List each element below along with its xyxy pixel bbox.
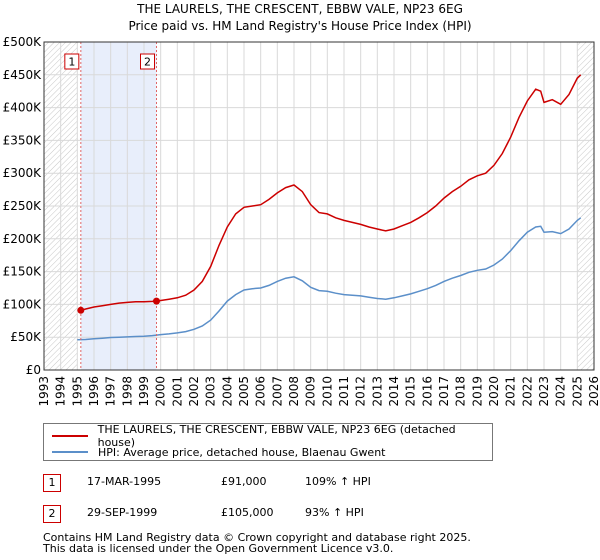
x-tick-label: 1997 — [104, 376, 118, 407]
sale-marker-label: 2 — [144, 56, 151, 69]
legend-swatch-hpi — [52, 451, 88, 453]
x-tick-label: 2015 — [404, 376, 418, 407]
x-tick-label: 2018 — [454, 376, 468, 407]
x-tick-label: 2022 — [520, 376, 534, 407]
x-tick-label: 1994 — [54, 376, 68, 407]
x-tick-label: 2005 — [237, 376, 251, 407]
axes: £0 £50K £100K £150K £200K £250K £300K £350K £400… — [3, 35, 600, 407]
price-chart: THE LAURELS, THE CRESCENT, EBBW VALE, NP… — [3, 2, 600, 407]
sale-marker-box — [64, 53, 80, 70]
x-tick-label: 2023 — [537, 376, 551, 407]
sale-marker-box — [140, 53, 155, 70]
footer: Contains HM Land Registry data © Crown c… — [43, 532, 471, 554]
footer-line-1: Contains HM Land Registry data © Crown c… — [43, 531, 471, 544]
legend-item-hpi: HPI: Average price, detached house, Blae… — [52, 444, 386, 460]
footer-line-2: This data is licensed under the Open Gov… — [43, 542, 394, 555]
x-tick-label: 2017 — [437, 376, 451, 407]
y-tick-label: £450K — [3, 68, 43, 82]
legend: THE LAURELS, THE CRESCENT, EBBW VALE, NP… — [43, 423, 493, 461]
x-tick-label: 2001 — [170, 376, 184, 407]
legend-label-property: THE LAURELS, THE CRESCENT, EBBW VALE, NP… — [97, 423, 456, 449]
transaction-hpi: 109% ↑ HPI — [305, 475, 371, 488]
transaction-badge: 1 — [43, 474, 61, 492]
x-tick-label: 2013 — [370, 376, 384, 407]
x-tick-label: 2009 — [304, 376, 318, 407]
x-tick-label: 2025 — [570, 376, 584, 407]
plot-frame — [43, 41, 595, 371]
y-tick-label: £400K — [3, 101, 43, 115]
x-tick-label: 1998 — [120, 376, 134, 407]
x-tick-label: 1996 — [87, 376, 101, 407]
x-tick-label: 2012 — [354, 376, 368, 407]
x-tick-label: 1993 — [37, 376, 51, 407]
legend-item-property: THE LAURELS, THE CRESCENT, EBBW VALE, NP… — [52, 423, 492, 449]
x-tick-label: 2008 — [287, 376, 301, 407]
x-tick-label: 2014 — [387, 376, 401, 407]
y-tick-label: £100K — [3, 297, 43, 311]
y-tick-label: £500K — [3, 35, 43, 49]
x-tick-label: 2019 — [470, 376, 484, 407]
transaction-price: £91,000 — [221, 475, 267, 488]
y-tick-label: £250K — [3, 199, 43, 213]
transaction-badge: 2 — [43, 505, 61, 523]
y-tick-label: £300K — [3, 166, 43, 180]
x-tick-label: 2020 — [487, 376, 501, 407]
x-tick-label: 2026 — [587, 376, 600, 407]
legend-label-hpi: HPI: Average price, detached house, Blae… — [98, 445, 386, 459]
series-line-hpi — [77, 217, 582, 341]
transaction-hpi: 93% ↑ HPI — [305, 506, 364, 519]
x-tick-label: 2002 — [187, 376, 201, 407]
sale-point — [153, 297, 160, 305]
y-tick-label: £50K — [10, 330, 42, 344]
transaction-price: £105,000 — [221, 506, 274, 519]
y-tick-label: £350K — [3, 133, 43, 147]
y-tick-label: £0 — [26, 363, 41, 377]
x-tick-label: 2000 — [154, 376, 168, 407]
x-tick-label: 2021 — [504, 376, 518, 407]
chart-subtitle: Price paid vs. HM Land Registry's House … — [128, 19, 471, 33]
x-tick-label: 2010 — [320, 376, 334, 407]
transaction-date: 17-MAR-1995 — [87, 475, 162, 488]
x-tick-label: 1995 — [70, 376, 84, 407]
x-tick-label: 2016 — [420, 376, 434, 407]
y-tick-label: £200K — [3, 232, 43, 246]
transaction-date: 29-SEP-1999 — [87, 506, 158, 519]
x-tick-label: 2006 — [254, 376, 268, 407]
chart-title: THE LAURELS, THE CRESCENT, EBBW VALE, NP… — [136, 2, 463, 16]
legend-swatch-property — [52, 435, 88, 437]
sale-point — [77, 306, 85, 314]
x-tick-label: 2007 — [270, 376, 284, 407]
x-tick-label: 2003 — [204, 376, 218, 407]
x-tick-label: 2011 — [337, 376, 351, 407]
sale-marker-label: 1 — [68, 56, 75, 69]
x-tick-label: 2024 — [554, 376, 568, 407]
x-tick-label: 2004 — [220, 376, 234, 407]
x-tick-label: 1999 — [137, 376, 151, 407]
y-tick-label: £150K — [3, 265, 43, 279]
